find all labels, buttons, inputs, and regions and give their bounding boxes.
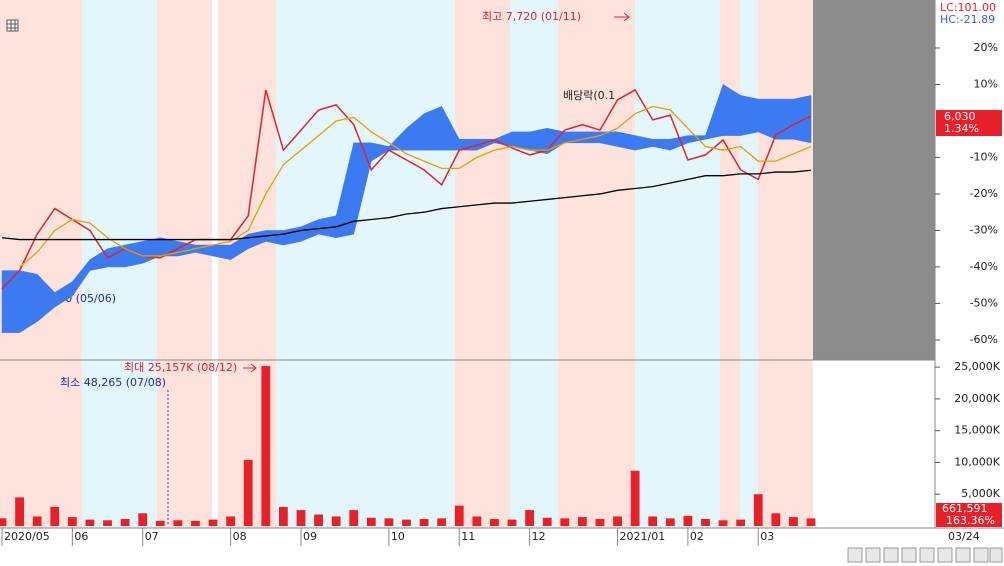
volume-max-arrow: [243, 363, 257, 373]
volume-bar: [120, 519, 130, 526]
x-tick-label: 12: [532, 530, 546, 543]
cloud-segment: [459, 138, 478, 151]
volume-bar: [665, 518, 675, 526]
volume-min-annotation: 최소 48,265 (07/08): [60, 376, 166, 389]
y-tick-label: 20%: [974, 41, 998, 54]
volume-bar: [103, 520, 112, 526]
volume-bar: [718, 520, 728, 526]
volume-bar: [771, 513, 781, 526]
volume-bar: [560, 518, 570, 526]
x-tick-label: 11: [461, 530, 475, 543]
x-tick-label: 02: [690, 530, 704, 543]
last-price: 6,030: [944, 110, 976, 123]
volume-bar: [314, 514, 323, 526]
volume-bar: [595, 519, 605, 526]
volume-bar: [437, 518, 447, 526]
volume-bar: [736, 519, 746, 526]
y-tick-label: 20,000K: [954, 392, 1000, 405]
volume-bar: [155, 520, 165, 526]
y-tick-label: 10%: [974, 77, 998, 90]
volume-bar: [701, 519, 710, 526]
volume-bar: [331, 516, 341, 526]
cloud-segment: [757, 98, 777, 140]
cloud-segment: [740, 95, 759, 136]
series-line: [19, 105, 812, 268]
volume-bar: [630, 470, 640, 526]
volume-bar: [208, 519, 218, 526]
series-line: [1, 169, 812, 241]
volume-bar: [806, 518, 816, 526]
volume-bar: [613, 516, 622, 526]
y-tick-label: 15,000K: [954, 424, 1000, 437]
volume-bar: [366, 517, 376, 526]
x-tick-label: 09: [303, 530, 317, 543]
volume-bar: [85, 519, 95, 526]
volume-bar: [296, 510, 306, 526]
last-volume-box: [936, 503, 1002, 527]
last-price-box: [936, 110, 1002, 136]
last-ratio: 163.36%: [946, 514, 995, 527]
volume-bar: [278, 506, 288, 526]
x-tick-label: 06: [74, 530, 88, 543]
x-tick-label: 10: [391, 530, 405, 543]
volume-bar: [542, 517, 552, 526]
cloud-segment: [19, 270, 38, 334]
cloud-segment: [423, 105, 442, 151]
high-annotation: 최고 7,720 (01/11): [482, 10, 581, 23]
y-tick-label: -50%: [970, 296, 998, 309]
y-tick-label: -10%: [970, 150, 998, 163]
volume-bar: [454, 505, 464, 526]
x-tick-label: 07: [145, 530, 159, 543]
volume-bar: [384, 518, 394, 526]
x-tick-label: 2021/01: [620, 530, 666, 543]
dividend-annotation: 배당락(0.1: [563, 89, 615, 102]
volume-bar: [261, 366, 271, 526]
last-change: 1.34%: [944, 122, 979, 135]
hc-label: HC:-21.89: [940, 13, 995, 26]
y-tick-label: 10,000K: [954, 455, 1000, 468]
volume-bar: [648, 516, 658, 526]
y-tick-label: -60%: [970, 333, 998, 346]
volume-bar: [753, 494, 763, 526]
lc-label: LC:101.00: [940, 1, 996, 14]
last-volume: 661,591: [942, 502, 988, 515]
volume-bar: [472, 516, 482, 526]
volume-bar: [507, 519, 517, 526]
volume-bar: [243, 459, 253, 526]
volume-bar: [191, 520, 200, 526]
volume-bar: [490, 519, 499, 526]
volume-bar: [402, 519, 411, 526]
x-tick-label: 2020/05: [4, 530, 50, 543]
volume-bar: [32, 516, 42, 526]
volume-bar: [0, 518, 7, 526]
y-tick-label: -20%: [970, 187, 998, 200]
volume-bar: [50, 506, 60, 526]
volume-bar: [173, 520, 183, 526]
volume-bar: [349, 510, 359, 526]
volume-bar: [683, 515, 693, 526]
y-tick-label: 25,000K: [954, 360, 1000, 373]
volume-bar: [67, 517, 77, 526]
volume-bar: [15, 497, 24, 526]
y-tick-label: -30%: [970, 223, 998, 236]
volume-bar: [138, 513, 148, 526]
end-date-label: 03/24: [948, 530, 980, 543]
volume-bar: [419, 519, 429, 526]
x-tick-label: 03: [760, 530, 774, 543]
volume-bar: [577, 517, 587, 526]
volume-max-annotation: 최대 25,157K (08/12): [124, 361, 237, 374]
volume-bar: [789, 517, 798, 526]
cloud-segment: [793, 95, 812, 144]
high-arrow: [614, 12, 630, 22]
volume-bar: [226, 516, 236, 526]
volume-bar: [525, 510, 535, 526]
y-tick-label: -40%: [970, 260, 998, 273]
y-tick-label: 5,000K: [961, 487, 1000, 500]
x-tick-label: 08: [233, 530, 247, 543]
